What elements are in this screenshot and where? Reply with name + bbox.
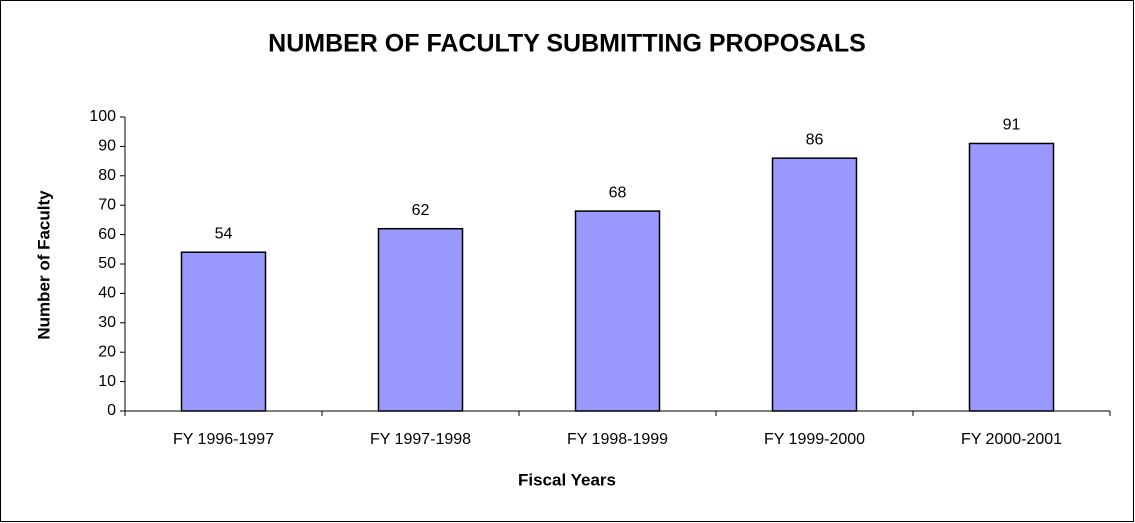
x-tick-label: FY 1998-1999 [567, 431, 668, 448]
bar [377, 227, 464, 412]
y-tick-label: 60 [98, 226, 116, 243]
data-label: 86 [806, 131, 824, 148]
chart-title: NUMBER OF FACULTY SUBMITTING PROPOSALS [268, 30, 866, 58]
data-label: 62 [412, 202, 430, 219]
y-tick-label: 40 [98, 285, 116, 302]
x-axis-title: Fiscal Years [518, 470, 616, 489]
y-tick-label: 100 [89, 108, 116, 125]
y-tick-label: 10 [98, 373, 116, 390]
bar [574, 210, 661, 412]
y-axis-title: Number of Faculty [34, 190, 53, 340]
bar [180, 251, 267, 412]
y-tick-label: 0 [107, 402, 116, 419]
y-tick-label: 20 [98, 343, 116, 360]
y-tick-label: 30 [98, 314, 116, 331]
y-tick-label: 50 [98, 255, 116, 272]
bar [771, 157, 858, 412]
x-tick-label: FY 2000-2001 [961, 431, 1062, 448]
bar [968, 142, 1055, 412]
data-label: 91 [1003, 117, 1021, 134]
data-label: 68 [609, 184, 627, 201]
x-tick-label: FY 1996-1997 [173, 431, 274, 448]
data-label: 54 [215, 225, 233, 242]
x-tick-label: FY 1997-1998 [370, 431, 471, 448]
y-tick-label: 70 [98, 196, 116, 213]
x-tick-label: FY 1999-2000 [764, 431, 865, 448]
y-tick-label: 90 [98, 138, 116, 155]
y-tick-label: 80 [98, 167, 116, 184]
